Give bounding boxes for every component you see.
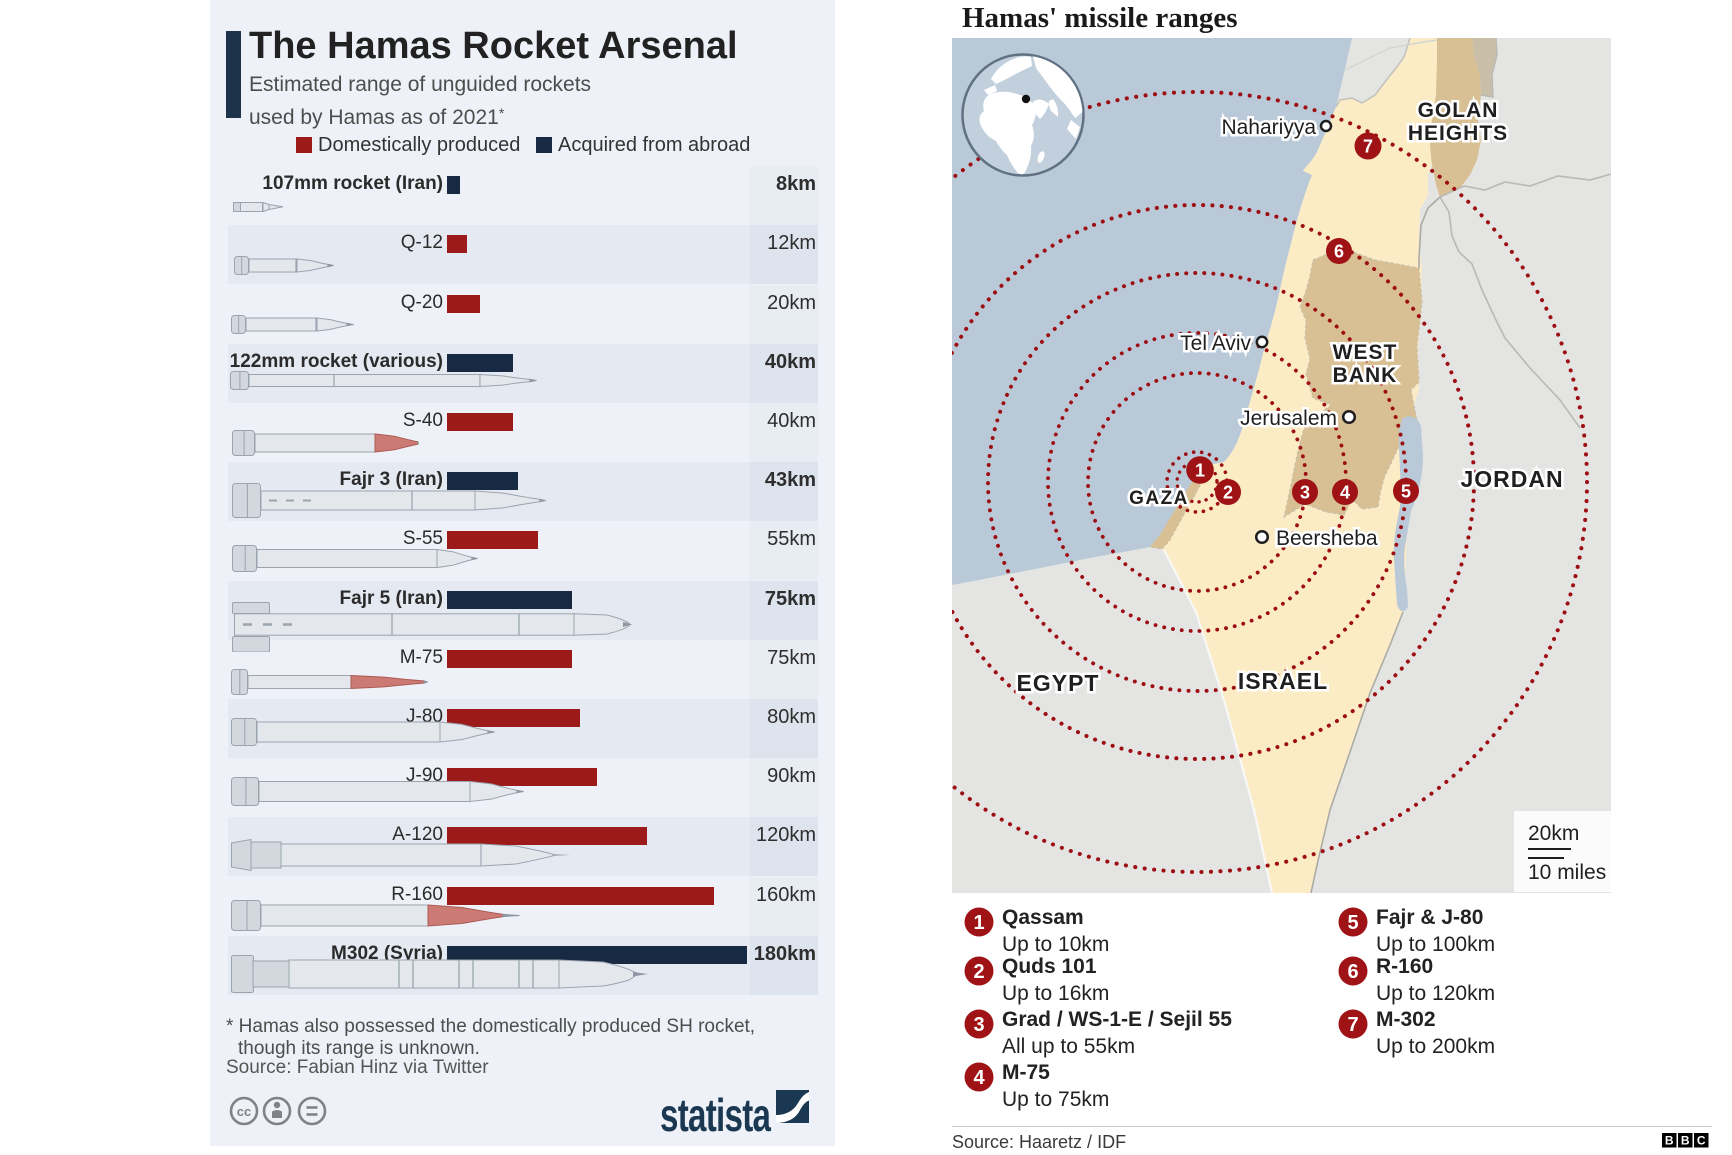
svg-text:GOLAN: GOLAN — [1418, 99, 1499, 122]
svg-text:EGYPT: EGYPT — [1017, 670, 1100, 696]
svg-text:7: 7 — [1347, 1014, 1358, 1036]
svg-text:Jerusalem: Jerusalem — [1240, 407, 1337, 430]
svg-text:ISRAEL: ISRAEL — [1238, 668, 1328, 694]
svg-text:20km: 20km — [1528, 822, 1579, 845]
svg-text:Nahariyya: Nahariyya — [1221, 116, 1316, 139]
svg-text:2: 2 — [973, 961, 984, 983]
svg-text:6: 6 — [1347, 961, 1358, 983]
svg-text:10 miles: 10 miles — [1528, 861, 1606, 884]
svg-text:5: 5 — [1347, 912, 1358, 934]
svg-text:7: 7 — [1363, 137, 1373, 157]
svg-text:2: 2 — [1223, 483, 1233, 503]
svg-text:B: B — [1665, 1134, 1674, 1148]
svg-text:Tel Aviv: Tel Aviv — [1180, 332, 1251, 355]
svg-text:B: B — [1681, 1134, 1690, 1148]
svg-text:Beersheba: Beersheba — [1276, 527, 1378, 550]
svg-text:3: 3 — [973, 1014, 984, 1036]
svg-text:GAZA: GAZA — [1129, 488, 1189, 509]
svg-text:WEST: WEST — [1333, 341, 1398, 364]
svg-text:BANK: BANK — [1333, 364, 1398, 387]
svg-text:6: 6 — [1334, 242, 1344, 262]
svg-text:C: C — [1697, 1134, 1706, 1148]
svg-text:JORDAN: JORDAN — [1460, 466, 1563, 492]
svg-text:HEIGHTS: HEIGHTS — [1408, 122, 1508, 145]
svg-text:3: 3 — [1300, 483, 1310, 503]
svg-text:cc: cc — [237, 1104, 251, 1119]
svg-text:4: 4 — [1340, 483, 1350, 503]
svg-text:5: 5 — [1401, 482, 1411, 502]
svg-text:4: 4 — [973, 1067, 985, 1089]
svg-text:1: 1 — [1195, 461, 1205, 481]
svg-text:1: 1 — [973, 912, 984, 934]
